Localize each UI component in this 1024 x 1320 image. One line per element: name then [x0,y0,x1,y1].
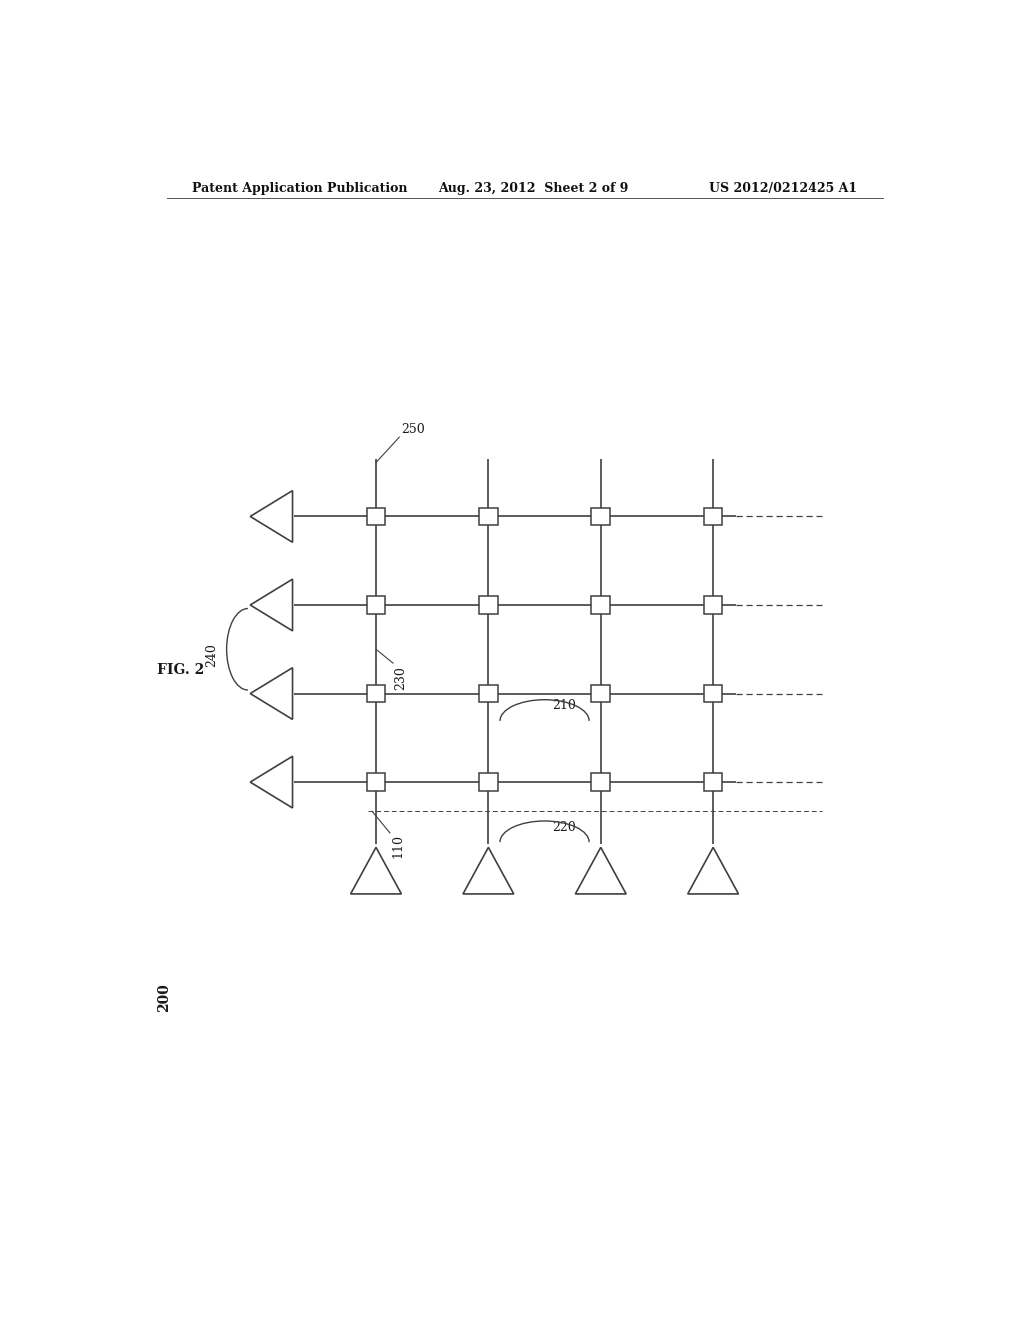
Text: Patent Application Publication: Patent Application Publication [191,182,408,194]
Polygon shape [463,847,514,894]
Polygon shape [250,756,293,808]
Text: 250: 250 [400,422,425,436]
Bar [592,685,610,702]
Text: 110: 110 [391,834,404,858]
Text: 230: 230 [394,667,408,690]
Polygon shape [250,579,293,631]
Bar [703,685,722,702]
Bar [367,597,385,614]
Text: FIG. 2: FIG. 2 [158,664,205,677]
Bar [592,597,610,614]
Bar [479,508,498,525]
Bar [479,597,498,614]
Text: US 2012/0212425 A1: US 2012/0212425 A1 [710,182,857,194]
Bar [703,597,722,614]
Text: 240: 240 [206,643,218,668]
Polygon shape [250,668,293,719]
Bar [703,508,722,525]
Bar [592,508,610,525]
Bar [367,774,385,791]
Polygon shape [688,847,738,894]
Text: 220: 220 [552,821,577,834]
Text: Aug. 23, 2012  Sheet 2 of 9: Aug. 23, 2012 Sheet 2 of 9 [438,182,629,194]
Bar [367,685,385,702]
Polygon shape [350,847,401,894]
Bar [592,774,610,791]
Text: 210: 210 [552,698,577,711]
Bar [479,774,498,791]
Text: 200: 200 [158,983,171,1012]
Polygon shape [250,491,293,543]
Bar [367,508,385,525]
Bar [479,685,498,702]
Polygon shape [575,847,626,894]
Bar [703,774,722,791]
